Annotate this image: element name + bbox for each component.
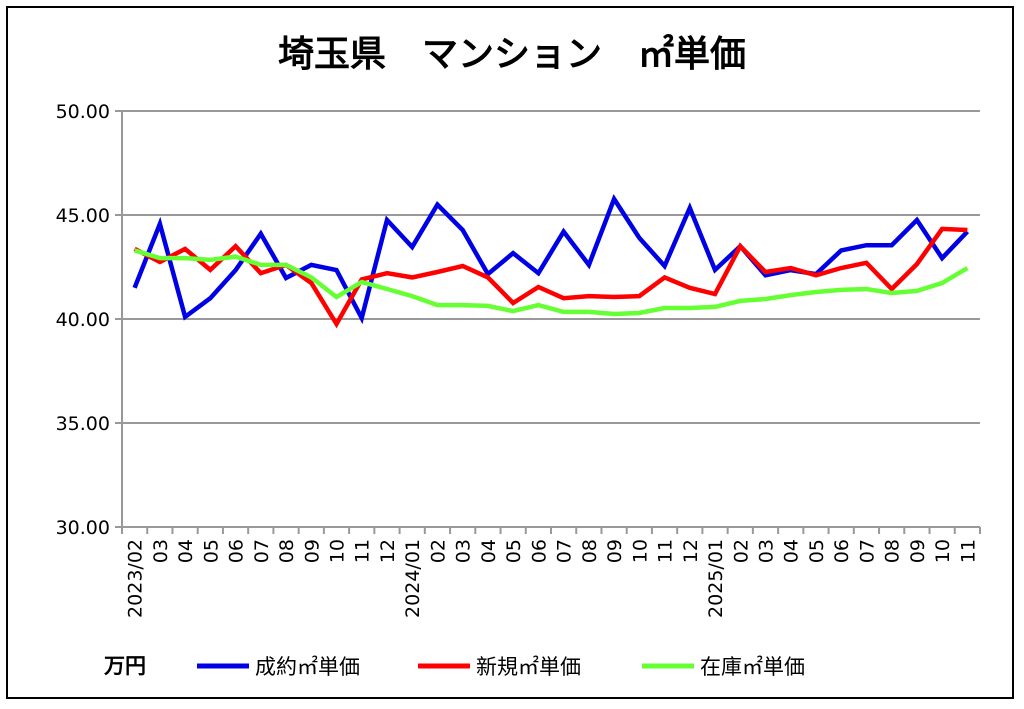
x-tick-label: 11 <box>655 539 677 563</box>
y-tick-label: 40.00 <box>56 309 110 331</box>
x-tick-label: 11 <box>352 539 374 563</box>
x-tick-label: 02 <box>427 539 449 563</box>
y-tick-label: 30.00 <box>56 517 110 539</box>
x-tick-label: 06 <box>226 539 248 563</box>
x-tick-label: 12 <box>377 539 399 563</box>
x-tick-label: 04 <box>478 539 500 563</box>
series-line-3 <box>133 248 969 317</box>
x-tick-label: 06 <box>528 539 550 563</box>
y-tick-label: 50.00 <box>56 101 110 123</box>
x-tick-label: 06 <box>831 539 853 563</box>
x-tick-label: 07 <box>856 539 878 563</box>
x-tick-label: 02 <box>730 539 752 563</box>
x-tick-label: 09 <box>301 539 323 563</box>
x-tick-label: 09 <box>604 539 626 563</box>
x-tick-label: 03 <box>453 539 475 563</box>
x-tick-label: 2024/01 <box>402 539 424 618</box>
legend-label: 新規㎡単価 <box>476 655 581 679</box>
x-tick-label: 05 <box>806 539 828 563</box>
x-tick-label: 07 <box>251 539 273 563</box>
x-tick-label: 08 <box>579 539 601 563</box>
x-tick-label: 10 <box>629 539 651 563</box>
y-unit-label: 万円 <box>103 654 146 678</box>
x-tick-label: 08 <box>276 539 298 563</box>
x-tick-label: 10 <box>932 539 954 563</box>
x-tick-label: 04 <box>781 539 803 563</box>
x-tick-label: 12 <box>680 539 702 563</box>
x-tick-label: 2025/01 <box>705 539 727 618</box>
x-tick-label: 08 <box>882 539 904 563</box>
x-tick-label: 10 <box>327 539 349 563</box>
legend-label: 在庫㎡単価 <box>700 655 805 679</box>
x-tick-label: 11 <box>957 539 979 563</box>
y-tick-label: 35.00 <box>56 413 110 435</box>
x-tick-label: 2023/02 <box>125 539 147 618</box>
x-tick-label: 04 <box>175 539 197 563</box>
chart-frame <box>6 6 1014 699</box>
x-tick-label: 07 <box>554 539 576 563</box>
series-line-2 <box>133 226 968 329</box>
x-tick-label: 09 <box>907 539 929 563</box>
legend-label: 成約㎡単価 <box>255 655 360 679</box>
chart-title: 埼玉県 マンション ㎡単価 <box>278 33 746 75</box>
series-line-1 <box>132 194 970 325</box>
x-tick-label: 03 <box>756 539 778 563</box>
y-tick-label: 45.00 <box>56 205 110 227</box>
x-tick-label: 03 <box>150 539 172 563</box>
x-tick-label: 05 <box>200 539 222 563</box>
x-tick-label: 05 <box>503 539 525 563</box>
